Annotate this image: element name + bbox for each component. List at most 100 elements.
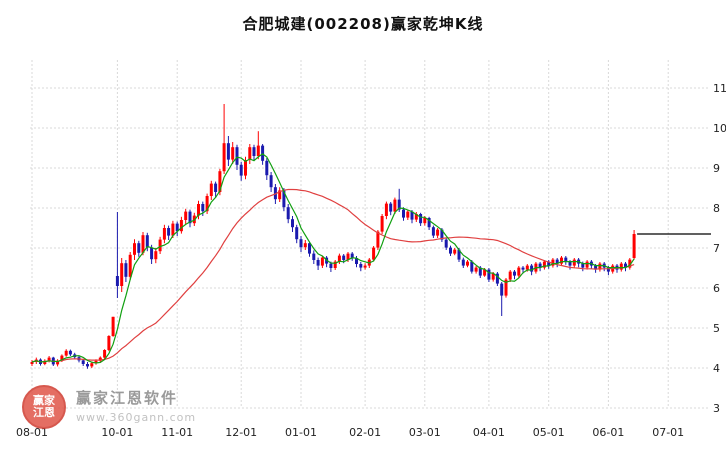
candle-body: [158, 239, 162, 252]
candle-body: [150, 247, 154, 260]
candle-body: [30, 362, 34, 364]
y-axis-label: 10: [713, 122, 726, 135]
candle-body: [286, 207, 290, 220]
candle-body: [436, 229, 440, 236]
candle-body: [517, 267, 521, 276]
candle-body: [244, 160, 247, 176]
candle-body: [115, 276, 119, 286]
candle-body: [551, 259, 555, 266]
candle-body: [337, 255, 341, 262]
candle-body: [619, 263, 623, 270]
candle-body: [560, 257, 563, 264]
candle-body: [248, 147, 252, 160]
candle-body: [329, 263, 333, 268]
candle-body: [167, 228, 171, 236]
candle-body: [239, 164, 243, 176]
candle-body: [226, 143, 230, 160]
candle-body: [495, 273, 499, 284]
candle-body: [564, 257, 568, 262]
candle-body: [98, 357, 102, 361]
y-axis-label: 5: [713, 322, 720, 335]
candle-body: [568, 261, 572, 266]
y-axis-label: 4: [713, 362, 720, 375]
candle-body: [397, 199, 401, 210]
candle-body: [316, 260, 320, 266]
candle-body: [542, 261, 546, 268]
candle-body: [222, 143, 226, 172]
candle-body: [179, 220, 183, 232]
chart-title: 合肥城建(002208)赢家乾坤K线: [242, 15, 484, 33]
candle-body: [107, 336, 111, 350]
candle-body: [137, 243, 141, 253]
candle-body: [359, 264, 363, 268]
candle-body: [175, 223, 179, 232]
candle-body: [303, 243, 307, 248]
candle-body: [444, 239, 448, 248]
candle-body: [184, 211, 188, 220]
candle-body: [632, 234, 636, 258]
x-axis-label: 07-01: [652, 426, 684, 439]
candle-body: [218, 171, 222, 192]
candle-body: [231, 147, 235, 160]
y-axis-label: 8: [713, 202, 720, 215]
candle-body: [406, 211, 410, 218]
candle-body: [355, 258, 358, 264]
y-axis-label: 3: [713, 402, 720, 415]
candle-body: [90, 363, 94, 367]
candle-body: [68, 350, 72, 355]
candle-body: [145, 235, 149, 248]
candle-body: [214, 183, 218, 192]
candle-body: [449, 247, 452, 254]
candle-body: [380, 216, 384, 232]
candle-body: [278, 190, 282, 200]
candle-body: [282, 190, 286, 208]
candle-body: [547, 261, 551, 266]
candle-body: [162, 228, 166, 240]
x-axis-label: 06-01: [592, 426, 624, 439]
candle-body: [504, 279, 508, 296]
candle-body: [453, 249, 457, 254]
candle-body: [372, 247, 376, 260]
candle-body: [555, 259, 559, 264]
candle-body: [628, 259, 632, 268]
watermark: 赢家 江恩 赢家江恩软件 www.360gann.com: [22, 385, 196, 429]
candle-body: [320, 257, 324, 266]
candle-body: [265, 160, 269, 176]
candle-body: [86, 364, 89, 367]
candle-body: [419, 214, 423, 224]
candle-body: [209, 183, 213, 196]
candle-body: [171, 223, 175, 236]
x-axis-label: 01-01: [285, 426, 317, 439]
candle-body: [47, 357, 51, 361]
watermark-text: 赢家江恩软件 www.360gann.com: [76, 387, 196, 424]
candle-body: [111, 316, 115, 336]
candle-body: [103, 350, 107, 358]
candle-body: [188, 211, 192, 224]
candle-body: [457, 249, 461, 260]
candle-body: [431, 227, 435, 236]
candle-body: [154, 251, 158, 260]
x-axis-label: 10-01: [101, 426, 133, 439]
candle-body: [120, 263, 124, 286]
y-axis-label: 9: [713, 162, 720, 175]
candle-body: [423, 218, 427, 224]
candle-body: [393, 199, 397, 212]
candle-body: [273, 187, 277, 200]
candle-body: [491, 273, 495, 280]
candle-body: [598, 263, 602, 270]
candle-body: [483, 269, 487, 276]
candle-body: [205, 196, 209, 212]
candle-body: [606, 267, 610, 272]
x-axis-label: 12-01: [225, 426, 257, 439]
candle-body: [256, 145, 260, 156]
candle-body: [440, 229, 444, 240]
x-axis-label: 05-01: [533, 426, 565, 439]
candle-body: [538, 263, 542, 268]
candle-body: [500, 283, 504, 296]
candle-body: [295, 227, 299, 240]
candle-body: [530, 265, 534, 272]
candle-body: [508, 271, 512, 280]
candle-body: [410, 211, 414, 220]
